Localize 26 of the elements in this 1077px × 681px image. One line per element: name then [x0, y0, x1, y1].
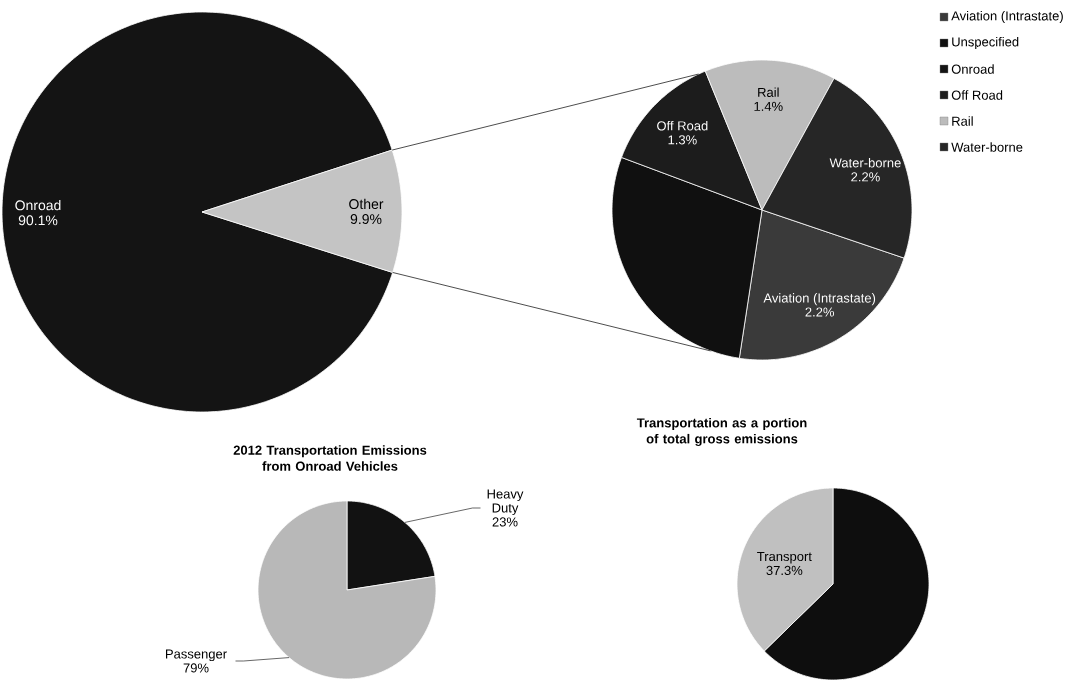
- data-label: 79%: [183, 663, 209, 673]
- data-label: 1.4%: [754, 101, 783, 111]
- category-label: Onroad: [951, 64, 994, 74]
- data-label: 1.3%: [668, 135, 697, 145]
- slice-label: Passenger: [166, 649, 227, 662]
- legend-label: Off Road: [951, 90, 1003, 100]
- slice-label: Aviation (Intrastate): [763, 293, 876, 306]
- slice-label: Onroad: [15, 199, 61, 211]
- slice-label: Off Road: [657, 120, 708, 131]
- slice-label: Water-borne: [829, 157, 901, 168]
- chart-title: 2012 Transportation Emissions from Onroad Vehicles: [233, 445, 427, 471]
- slice-label: Other: [349, 198, 384, 210]
- data-label: 2.2%: [805, 307, 835, 317]
- data-label: 90.1%: [18, 215, 58, 226]
- chart-title: Transportation as a portion of total gross emissions: [636, 417, 807, 447]
- legend-label: Unspecified: [952, 36, 1019, 50]
- data-label: 23%: [492, 517, 518, 527]
- slice-label: Transport: [757, 551, 812, 564]
- slice-label: Rail: [758, 87, 779, 97]
- data-label: 2.2%: [851, 172, 880, 182]
- data-label: 37.3%: [766, 565, 803, 576]
- legend-label: Rail: [952, 116, 973, 126]
- legend-label: Water-borne: [951, 142, 1023, 152]
- slice-label: Heavy Duty: [487, 489, 524, 516]
- legend-label: Aviation (Intrastate): [951, 10, 1063, 24]
- data-label: 9.9%: [350, 214, 382, 225]
